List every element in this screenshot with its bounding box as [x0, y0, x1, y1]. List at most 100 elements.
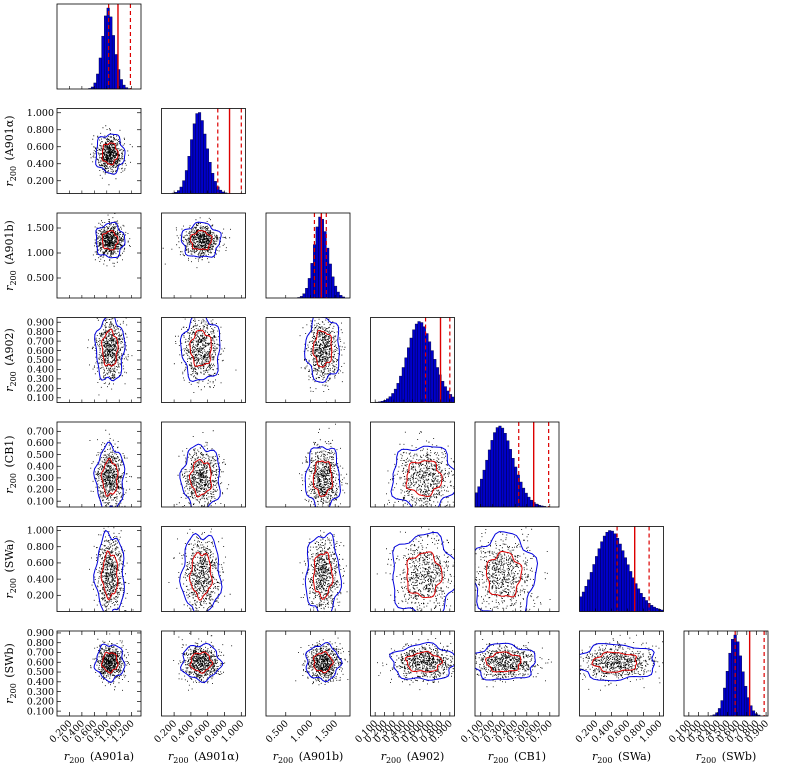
y-tick-label-3-4: 0.500: [27, 355, 54, 366]
hist-bar-4-17: [519, 481, 523, 507]
hist-bar-5-22: [637, 588, 641, 612]
panel-frame-2-1: [161, 212, 246, 299]
panel-frame-6-6: [683, 630, 769, 717]
contour-4-1-0: [189, 459, 213, 498]
hist-bar-1-6: [177, 190, 181, 194]
y-tick-label-3-2: 0.300: [27, 374, 54, 385]
scatter-points-6-5: [579, 634, 664, 691]
scatter-points-6-4: [475, 631, 552, 688]
scatter-points-6-2: [295, 637, 350, 686]
hist-bar-3-25: [435, 367, 439, 403]
hist-bar-5-5: [592, 564, 596, 612]
y-tick-label-3-0: 0.100: [27, 393, 54, 404]
contour-4-0-0: [100, 457, 119, 497]
hist-bar-4-23: [535, 503, 539, 507]
hist-bar-6-16: [725, 671, 729, 716]
hist-bar-1-13: [195, 113, 199, 194]
hist-bar-0-15: [96, 73, 100, 89]
panel-frame-5-5: [579, 526, 664, 612]
y-tick-label-5-3: 0.800: [27, 542, 54, 553]
scatter-points-5-4: [475, 527, 551, 612]
hist-bar-2-26: [334, 285, 338, 298]
panel-2-2: [265, 212, 351, 299]
panel-6-0: 0.1000.2000.3000.4000.5000.6000.7000.800…: [27, 628, 142, 745]
x-axis-label-0: r200 (A901a): [64, 750, 134, 765]
panel-frame-6-0: [56, 630, 142, 717]
scatter-points-5-2: [299, 526, 348, 612]
hist-bar-2-27: [336, 291, 340, 298]
y-axis-label-5: r200 (SWa): [3, 539, 18, 598]
contour-5-4-0: [485, 550, 523, 598]
hist-bar-1-8: [182, 180, 186, 194]
contour-5-3-0: [406, 551, 443, 599]
scatter-points-2-0: [92, 213, 131, 267]
scatter-points-3-1: [173, 317, 237, 393]
hist-bar-3-9: [393, 388, 397, 403]
panel-0-0: [56, 3, 142, 90]
panel-4-1: [161, 421, 246, 508]
contour-6-3-0: [404, 650, 444, 673]
panel-5-0: 0.200 0.400 0.600 0.800 1.000: [27, 526, 142, 612]
scatter-points-2-1: [162, 217, 231, 269]
panel-frame-6-3: [370, 630, 455, 717]
panel-3-3: [370, 317, 455, 403]
hist-bar-0-22: [114, 54, 118, 89]
y-axis-label-4: r200 (CB1): [3, 435, 18, 493]
scatter-points-6-3: [377, 638, 455, 691]
hist-bar-5-18: [626, 564, 630, 612]
hist-bar-2-25: [331, 276, 335, 298]
scatter-points-6-1: [173, 632, 233, 691]
hist-bar-3-14: [407, 347, 411, 403]
y-axis-label-1: r200 (A901α): [3, 116, 18, 187]
hist-bar-3-22: [428, 341, 432, 403]
y-tick-label-4-3: 0.400: [27, 461, 54, 472]
hist-bar-1-9: [184, 170, 188, 194]
x-axis-label-3: r200 (A902): [381, 750, 445, 765]
contour-3-2-1: [304, 317, 340, 384]
scatter-points-4-1: [176, 430, 230, 507]
hist-bar-4-5: [487, 449, 491, 507]
panel-4-3: [370, 421, 455, 508]
contour-1-0-1: [95, 133, 126, 175]
y-tick-label-3-6: 0.700: [27, 336, 54, 347]
hist-bar-3-12: [401, 367, 405, 403]
y-tick-label-5-2: 0.600: [27, 558, 54, 569]
y-tick-label-1-1: 0.400: [27, 159, 54, 170]
hist-bar-0-20: [109, 16, 113, 89]
contour-6-2-1: [305, 641, 343, 683]
hist-bar-4-8: [495, 427, 499, 507]
panel-5-4: [474, 526, 560, 612]
scatter-points-5-0: [89, 526, 134, 612]
panel-frame-2-0: [56, 212, 142, 299]
y-tick-label-4-0: 0.100: [27, 496, 54, 507]
hist-bar-1-19: [211, 173, 215, 194]
panel-5-1: [161, 526, 246, 612]
panel-1-0: 0.200 0.400 0.600 0.800 1.000: [27, 108, 142, 194]
panel-frame-6-5: [579, 630, 664, 717]
hist-bar-6-26: [752, 710, 756, 716]
hist-bar-5-1: [581, 591, 585, 612]
hist-bar-3-19: [420, 322, 424, 403]
hist-bar-5-17: [623, 557, 627, 612]
hist-bar-2-28: [339, 295, 343, 298]
hist-bar-3-11: [399, 375, 403, 403]
hist-bar-0-17: [101, 35, 105, 89]
hist-bar-0-26: [125, 87, 129, 89]
hist-bar-3-15: [409, 337, 413, 403]
hist-bar-1-7: [179, 186, 183, 194]
hist-bar-1-15: [200, 120, 204, 194]
scatter-points-4-0: [89, 429, 132, 507]
hist-bar-0-18: [104, 15, 108, 89]
y-tick-label-4-1: 0.200: [27, 485, 54, 496]
y-tick-label-6-7: 0.800: [27, 638, 54, 649]
x-axis-label-2: r200 (A901b): [273, 750, 344, 765]
hist-bar-5-9: [602, 535, 606, 612]
hist-bar-4-11: [503, 433, 507, 507]
hist-bar-0-25: [122, 84, 126, 89]
hist-bar-5-13: [613, 533, 617, 612]
panel-6-3: 0.1000.2000.3000.4000.5000.6000.7000.800…: [353, 630, 455, 745]
contour-6-4-0: [484, 651, 522, 673]
